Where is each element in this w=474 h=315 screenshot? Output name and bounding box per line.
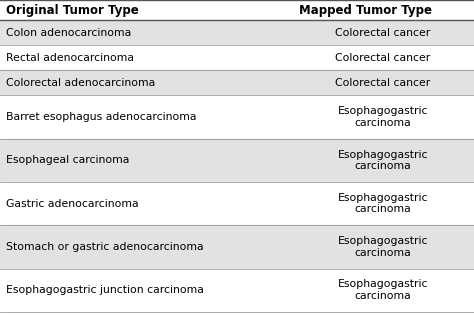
- Text: Esophagogastric
carcinoma: Esophagogastric carcinoma: [337, 150, 428, 171]
- Bar: [0, 71, 474, 95]
- Text: Colorectal cancer: Colorectal cancer: [335, 28, 430, 38]
- Text: Esophagogastric
carcinoma: Esophagogastric carcinoma: [337, 106, 428, 128]
- Text: Esophagogastric
carcinoma: Esophagogastric carcinoma: [337, 193, 428, 215]
- Text: Rectal adenocarcinoma: Rectal adenocarcinoma: [6, 53, 134, 63]
- Text: Barret esophagus adenocarcinoma: Barret esophagus adenocarcinoma: [6, 112, 196, 122]
- Bar: [0, 45, 474, 71]
- Text: Mapped Tumor Type: Mapped Tumor Type: [299, 4, 432, 17]
- Bar: [0, 269, 474, 312]
- Text: Colorectal adenocarcinoma: Colorectal adenocarcinoma: [6, 78, 155, 88]
- Text: Stomach or gastric adenocarcinoma: Stomach or gastric adenocarcinoma: [6, 242, 203, 252]
- Bar: [0, 182, 474, 225]
- Bar: [0, 20, 474, 45]
- Text: Gastric adenocarcinoma: Gastric adenocarcinoma: [6, 199, 138, 209]
- Text: Colon adenocarcinoma: Colon adenocarcinoma: [6, 28, 131, 38]
- Bar: [0, 95, 474, 139]
- Text: Esophagogastric
carcinoma: Esophagogastric carcinoma: [337, 236, 428, 258]
- Bar: [0, 139, 474, 182]
- Bar: [0, 225, 474, 269]
- Text: Colorectal cancer: Colorectal cancer: [335, 78, 430, 88]
- Text: Esophageal carcinoma: Esophageal carcinoma: [6, 155, 129, 165]
- Bar: [0, 0, 474, 20]
- Text: Esophagogastric junction carcinoma: Esophagogastric junction carcinoma: [6, 285, 203, 295]
- Text: Colorectal cancer: Colorectal cancer: [335, 53, 430, 63]
- Text: Original Tumor Type: Original Tumor Type: [6, 4, 138, 17]
- Text: Esophagogastric
carcinoma: Esophagogastric carcinoma: [337, 279, 428, 301]
